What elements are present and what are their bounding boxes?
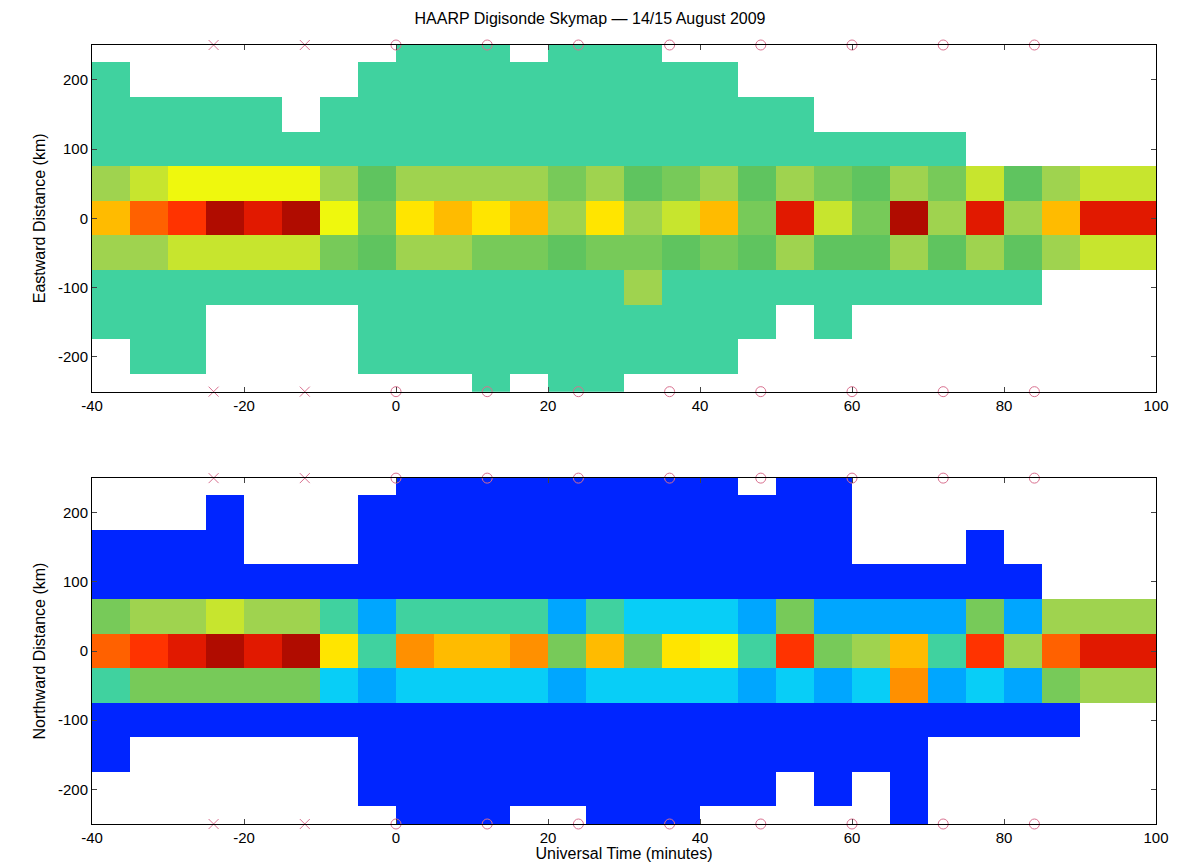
svg-text:100: 100 [63,140,88,157]
svg-text:100: 100 [1143,397,1168,414]
svg-text:-100: -100 [58,279,88,296]
svg-text:0: 0 [80,210,88,227]
svg-text:100: 100 [1143,829,1168,846]
svg-text:Northward Distance (km): Northward Distance (km) [31,563,48,740]
svg-text:Eastward Distance (km): Eastward Distance (km) [31,133,48,303]
svg-text:40: 40 [692,829,709,846]
svg-text:-100: -100 [58,711,88,728]
svg-text:-20: -20 [233,397,255,414]
svg-text:0: 0 [80,642,88,659]
svg-text:40: 40 [692,397,709,414]
svg-text:20: 20 [540,829,557,846]
svg-text:-20: -20 [233,829,255,846]
svg-text:0: 0 [392,397,400,414]
svg-text:-200: -200 [58,781,88,798]
svg-text:200: 200 [63,71,88,88]
svg-text:80: 80 [996,829,1013,846]
svg-text:20: 20 [540,397,557,414]
svg-text:0: 0 [392,829,400,846]
svg-text:-200: -200 [58,348,88,365]
svg-text:-40: -40 [81,829,103,846]
svg-text:Universal Time (minutes): Universal Time (minutes) [536,845,713,862]
svg-text:200: 200 [63,504,88,521]
svg-text:80: 80 [996,397,1013,414]
svg-text:60: 60 [844,397,861,414]
svg-text:-40: -40 [81,397,103,414]
svg-text:HAARP Digisonde Skymap — 14/15: HAARP Digisonde Skymap — 14/15 August 20… [414,10,765,27]
svg-text:60: 60 [844,829,861,846]
svg-text:100: 100 [63,573,88,590]
